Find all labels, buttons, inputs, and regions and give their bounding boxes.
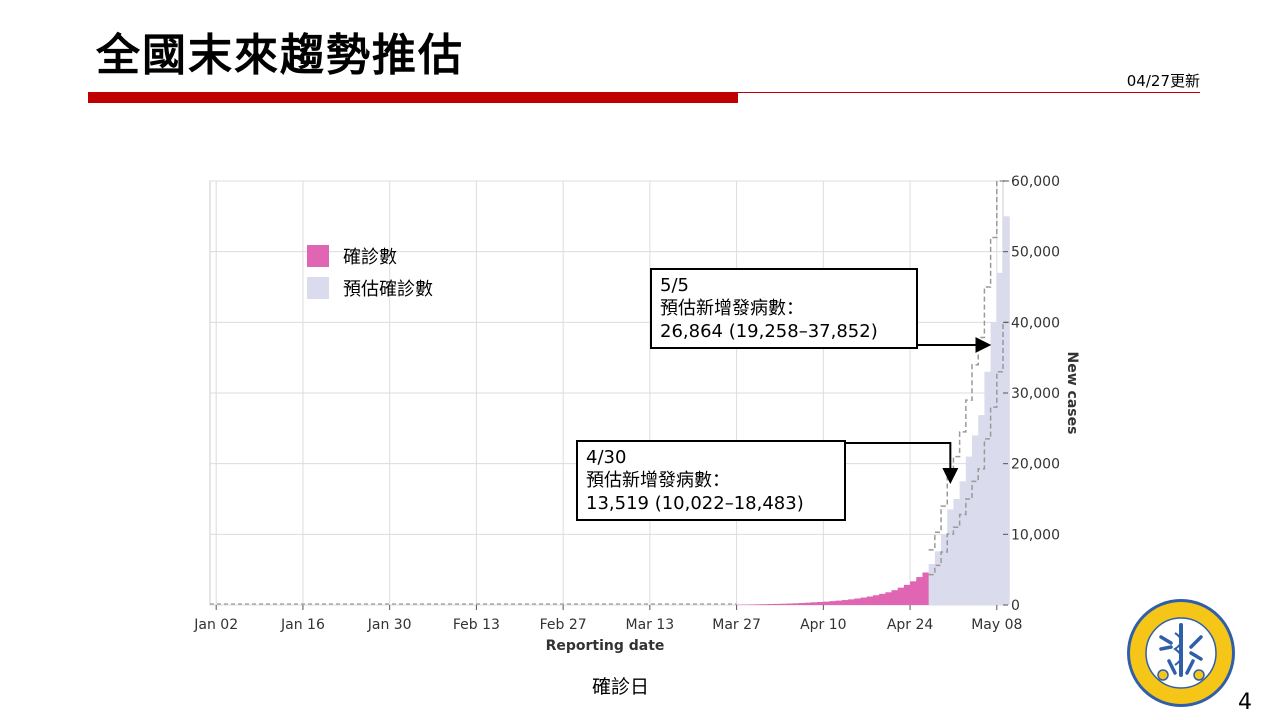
x-tick-label: Mar 13 [626, 617, 675, 633]
x-tick-label: Jan 30 [367, 617, 412, 633]
legend-label-projected: 預估確診數 [343, 279, 433, 300]
callout-date: 5/5 [660, 275, 689, 296]
projected-bar [953, 499, 961, 605]
lower-bound-line [928, 321, 1010, 576]
upper-bound-line [928, 180, 1010, 551]
chart-interval-lines [210, 180, 1010, 605]
y-axis-title: New cases [1064, 352, 1080, 435]
x-tick-label: Jan 02 [193, 617, 238, 633]
callout-label: 預估新增發病數： [660, 298, 804, 319]
callout-arrows [844, 337, 992, 484]
confirmed-bar [916, 577, 924, 605]
projected-bar [990, 322, 998, 605]
confirmed-bar [755, 604, 762, 605]
page-number: 4 [1238, 690, 1252, 715]
chart-gridlines [209, 180, 1004, 606]
confirmed-bar [767, 604, 775, 605]
callout-may-05: 5/5 預估新增發病數： 26,864 (19,258–37,852) [650, 268, 918, 349]
confirmed-bar [885, 592, 893, 605]
title-underline-thin [88, 92, 1200, 93]
y-tick-label: 50,000 [1011, 245, 1060, 261]
confirmed-bar [866, 596, 874, 605]
x-tick-label: Mar 27 [712, 617, 761, 633]
x-tick-label: Feb 13 [453, 617, 500, 633]
x-tick-label: Apr 10 [800, 617, 846, 633]
projected-bar [941, 534, 948, 605]
confirmed-bar [910, 581, 917, 605]
confirmed-bar [810, 602, 818, 605]
title-underline-accent [88, 93, 738, 103]
confirmed-bar [922, 572, 930, 605]
y-tick-label: 20,000 [1011, 457, 1060, 473]
page-title: 全國末來趨勢推估 [96, 30, 464, 81]
confirmed-bar [786, 603, 793, 605]
confirmed-bar [823, 601, 831, 605]
confirmed-bar [792, 603, 800, 605]
confirmed-bar [748, 604, 756, 605]
legend-swatch-projected [307, 277, 329, 299]
ministry-logo [1127, 599, 1235, 707]
confirmed-bar [779, 603, 787, 605]
callout-value: 26,864 (19,258–37,852) [660, 321, 878, 342]
chart-marks [736, 216, 1010, 606]
confirmed-bar [891, 590, 899, 605]
chart-legend: 確診數 預估確診數 [307, 240, 433, 304]
callout-label: 預估新增發病數： [586, 470, 730, 491]
projected-bar [1003, 216, 1010, 606]
legend-label-confirmed: 確診數 [343, 247, 397, 268]
x-tick-label: Jan 16 [280, 617, 325, 633]
confirmed-bar [903, 584, 911, 605]
x-axis-caption: 確診日 [592, 676, 650, 698]
x-tick-label: Feb 27 [540, 617, 587, 633]
y-tick-label: 0 [1011, 598, 1020, 614]
confirmed-bar [841, 600, 849, 605]
y-tick-label: 10,000 [1011, 527, 1060, 543]
callout-value: 13,519 (10,022–18,483) [586, 493, 804, 514]
confirmed-bar [879, 593, 886, 605]
confirmed-bar [817, 601, 824, 605]
chart-axes: 0 10,000 20,000 30,000 40,000 50,000 60,000 Jan… [193, 174, 1060, 633]
projected-bar [965, 456, 973, 605]
projected-bar [972, 435, 979, 605]
callout-arrow-apr-30 [844, 442, 959, 484]
update-date: 04/27更新 [1126, 72, 1200, 90]
confirmed-bar [854, 598, 862, 605]
confirmed-bar [773, 603, 781, 605]
confirmed-bar [872, 595, 880, 605]
x-tick-label: May 08 [971, 617, 1022, 633]
confirmed-bar [860, 597, 868, 605]
projected-bar [996, 272, 1004, 605]
projected-bar [934, 551, 942, 605]
y-tick-label: 60,000 [1011, 174, 1060, 190]
y-tick-label: 40,000 [1011, 315, 1060, 331]
confirmed-bar [848, 599, 855, 605]
confirmed-bar [798, 603, 806, 605]
confirmed-bar [897, 587, 905, 605]
confirmed-bar [829, 601, 837, 605]
projected-bar [984, 371, 992, 605]
legend-swatch-confirmed [307, 245, 329, 267]
projected-bar [947, 509, 955, 605]
confirmed-bar [804, 602, 812, 605]
y-tick-label: 30,000 [1011, 386, 1060, 402]
legend-item-projected: 預估確診數 [307, 272, 433, 304]
confirmed-bar [835, 600, 843, 605]
x-tick-label: Apr 24 [887, 617, 934, 633]
projected-bar [959, 481, 967, 605]
x-axis-title: Reporting date [546, 638, 665, 654]
legend-item-confirmed: 確診數 [307, 240, 433, 272]
callout-apr-30: 4/30 預估新增發病數： 13,519 (10,022–18,483) [576, 440, 846, 521]
projected-bar [978, 415, 986, 605]
projected-bar [928, 564, 936, 605]
confirmed-bar [761, 604, 769, 605]
callout-date: 4/30 [586, 447, 627, 468]
